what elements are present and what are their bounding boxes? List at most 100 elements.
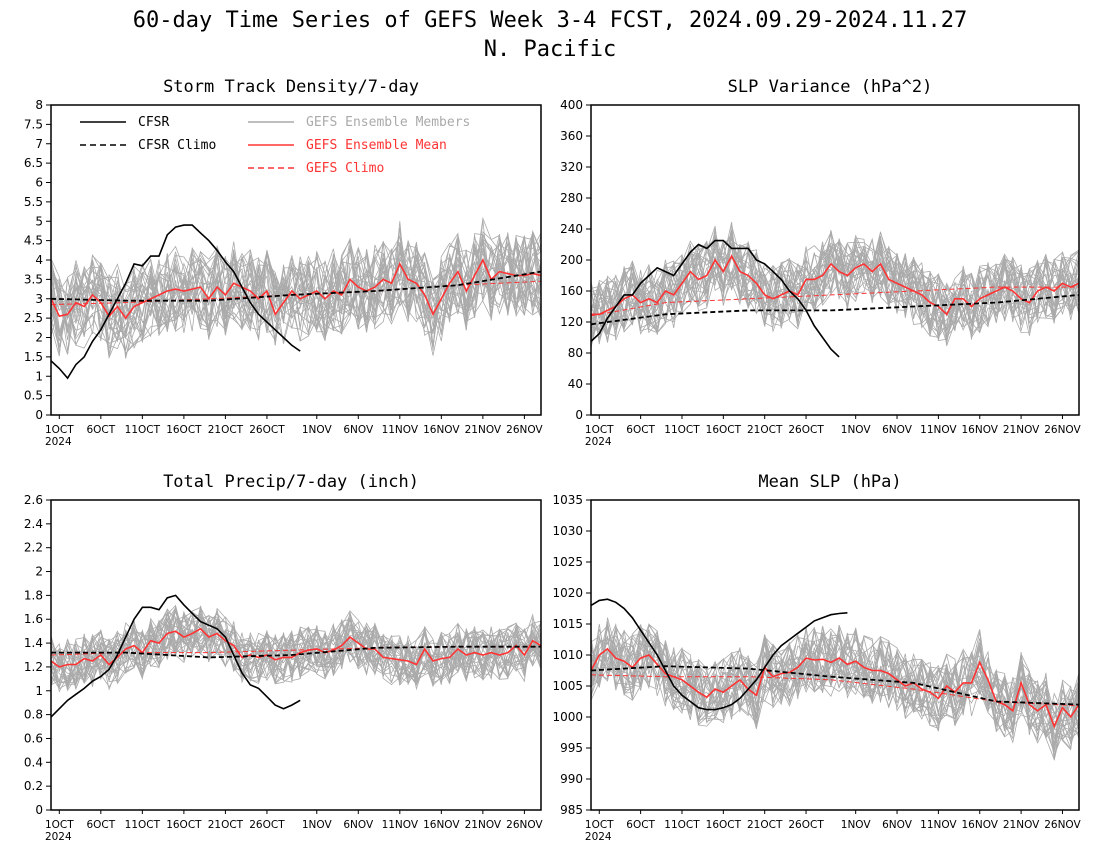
- y-tick-label: 985: [560, 803, 583, 817]
- cfsr-climo-line: [51, 270, 541, 302]
- y-tick-label: 1.6: [24, 612, 43, 626]
- y-tick-label: 6.5: [24, 156, 43, 170]
- x-tick-label: 21NOV: [1003, 819, 1040, 831]
- y-tick-label: 0.8: [24, 708, 43, 722]
- panel-title: SLP Variance (hPa^2): [728, 77, 933, 97]
- y-tick-label: 0.2: [24, 779, 43, 793]
- y-tick-label: 1.4: [24, 636, 43, 650]
- gefs-climo-line: [591, 286, 1079, 317]
- y-tick-label: 1: [35, 369, 43, 383]
- y-tick-label: 1030: [552, 524, 583, 538]
- region-subtitle: N. Pacific: [484, 37, 616, 62]
- x-tick-label: 11NOV: [382, 424, 419, 436]
- ensemble-member-line: [591, 237, 1079, 329]
- y-tick-label: 200: [560, 253, 583, 267]
- ensemble-member-line: [591, 624, 1079, 730]
- x-tick-label: 1OCT: [45, 424, 74, 436]
- x-tick-label: 16NOV: [962, 819, 999, 831]
- x-tick-label: 26NOV: [1044, 424, 1081, 436]
- ensemble-member-line: [591, 632, 1079, 728]
- figure-title: 60-day Time Series of GEFS Week 3-4 FCST…: [133, 8, 967, 33]
- legend: CFSR CFSR Climo GEFS Ensemble Members GEFS …: [80, 115, 470, 176]
- x-tick-label: 21NOV: [1003, 424, 1040, 436]
- ensemble-member-line: [51, 605, 541, 686]
- ensemble-member-line: [591, 627, 1079, 745]
- x-tick-label: 26NOV: [506, 819, 543, 831]
- y-tick-label: 990: [560, 772, 583, 786]
- ensemble-mean-line: [591, 254, 1079, 316]
- ensemble-member-line: [591, 238, 1079, 338]
- cfsr-line: [51, 224, 301, 380]
- y-tick-label: 120: [560, 315, 583, 329]
- x-tick-label: 21NOV: [465, 819, 502, 831]
- cfsr-line: [591, 239, 840, 358]
- x-tick-label: 6OCT: [86, 424, 115, 436]
- chart-panel-2: SLP Variance (hPa^2) 0 40 80 120 160 200 240 280…: [560, 77, 1081, 448]
- ensemble-member-line: [591, 231, 1079, 339]
- cfsr-climo-line: [51, 645, 541, 659]
- y-tick-label: 1: [35, 684, 43, 698]
- ensemble-member-line: [51, 606, 541, 687]
- ensemble-member-line: [591, 624, 1079, 750]
- x-tick-label: 6NOV: [882, 819, 913, 831]
- plot-area: [51, 216, 541, 380]
- y-tick-label: 2: [35, 565, 43, 579]
- x-tick-label: 6OCT: [626, 819, 655, 831]
- ensemble-member-line: [591, 617, 1079, 738]
- x-tick-label: 16NOV: [423, 424, 460, 436]
- y-tick-label: 0.6: [24, 731, 43, 745]
- y-tick-label: 40: [568, 377, 583, 391]
- chart-panel-1: Storm Track Density/7-day 0 0.5 1 1.5 2 2.5 3 3.…: [24, 77, 544, 448]
- x-tick-label: 16OCT: [706, 424, 742, 436]
- y-tick-label: 80: [568, 346, 583, 360]
- panel-title: Mean SLP (hPa): [758, 472, 901, 492]
- x-tick-label: 6NOV: [343, 424, 374, 436]
- y-tick-label: 1.2: [24, 660, 43, 674]
- x-tick-label: 16OCT: [706, 819, 742, 831]
- y-tick-label: 2.5: [24, 311, 43, 325]
- x-tick-label: 21OCT: [747, 819, 783, 831]
- ensemble-member-line: [51, 235, 541, 355]
- x-tick-label: 11OCT: [125, 819, 161, 831]
- ensemble-member-line: [591, 233, 1079, 345]
- ensemble-member-line: [51, 605, 541, 683]
- x-tick-label: 1NOV: [302, 819, 333, 831]
- plot-area: [591, 222, 1079, 358]
- x-tick-label: 16NOV: [423, 819, 460, 831]
- panel-title: Storm Track Density/7-day: [163, 77, 419, 97]
- x-tick-label: 6NOV: [343, 819, 374, 831]
- ensemble-member-line: [591, 234, 1079, 333]
- x-tick-label: 1NOV: [302, 424, 333, 436]
- chart-panel-3: Total Precip/7-day (inch)00.20.40.60.811…: [24, 472, 544, 843]
- x-tick-label: 26NOV: [1044, 819, 1081, 831]
- ensemble-member-line: [51, 610, 541, 682]
- ensemble-member-line: [51, 231, 541, 359]
- legend-label: CFSR: [138, 115, 169, 130]
- y-tick-label: 0.5: [24, 389, 43, 403]
- x-tick-label: 11NOV: [920, 424, 957, 436]
- y-tick-label: 7.5: [24, 117, 43, 131]
- x-tick-label: 26NOV: [506, 424, 543, 436]
- cfsr-climo-line: [591, 665, 1079, 706]
- x-tick-label: 16OCT: [166, 819, 202, 831]
- x-tick-label: 1OCT: [585, 424, 614, 436]
- x-tick-label: 21OCT: [208, 424, 244, 436]
- y-tick-label: 2.2: [24, 541, 43, 555]
- ensemble-mean-line: [51, 258, 541, 320]
- panel-frame: [590, 499, 1080, 811]
- y-tick-label: 8: [35, 98, 43, 112]
- y-tick-label: 0: [35, 408, 43, 422]
- panel-frame: [50, 104, 542, 416]
- y-tick-label: 2: [35, 331, 43, 345]
- x-tick-year: 2024: [45, 831, 72, 843]
- panel-frame: [590, 104, 1080, 416]
- x-tick-label: 1OCT: [45, 819, 74, 831]
- x-tick-label: 1OCT: [585, 819, 614, 831]
- x-tick-label: 21NOV: [465, 424, 502, 436]
- y-tick-label: 995: [560, 741, 583, 755]
- y-tick-label: 400: [560, 98, 583, 112]
- y-tick-label: 0.4: [24, 755, 43, 769]
- x-tick-label: 1NOV: [841, 819, 872, 831]
- y-tick-label: 320: [560, 160, 583, 174]
